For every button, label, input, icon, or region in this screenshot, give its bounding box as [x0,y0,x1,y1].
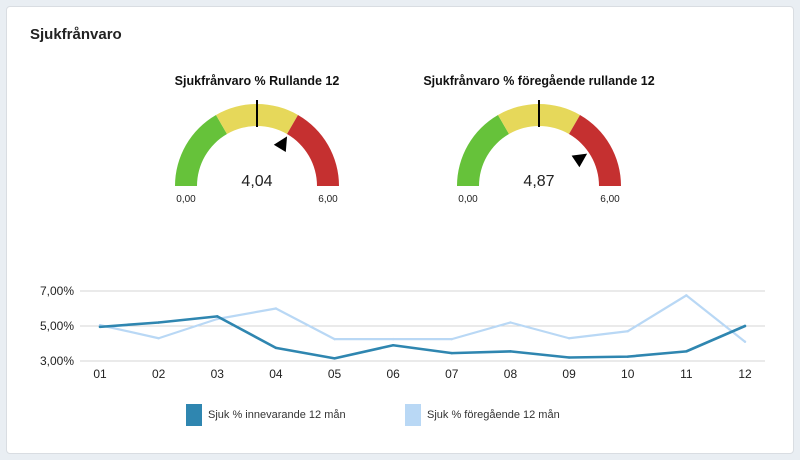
data-point-current[interactable] [509,350,512,353]
data-point-previous[interactable] [626,330,629,333]
gauge-graphic: 4,04 0,00 6,00 [175,100,339,205]
gauge-max-label: 6,00 [318,194,338,205]
data-point-current[interactable] [157,321,160,324]
gauge-band-1 [457,114,509,186]
gauge-min-label: 0,00 [176,194,196,205]
x-tick-label: 06 [387,367,401,381]
data-point-current[interactable] [274,346,278,350]
data-point-current[interactable] [743,324,747,328]
y-tick-label: 7,00% [40,284,74,298]
y-tick-label: 5,00% [40,319,74,333]
data-point-previous[interactable] [685,294,688,297]
sick-leave-panel [6,6,794,454]
x-tick-label: 12 [738,367,752,381]
x-tick-label: 03 [211,367,225,381]
gauge-value-pointer [273,136,288,152]
data-point-previous[interactable] [743,340,747,343]
legend-label: Sjuk % föregående 12 mån [427,409,560,421]
panel-title: Sjukfrånvaro [30,26,122,43]
legend-item[interactable]: Sjuk % föregående 12 mån [405,404,560,426]
gauge-graphic: 4,87 0,00 6,00 [457,100,621,205]
gauge-previous-rolling-12: 4,87 0,00 6,00 Sjukfrånvaro % föregående r… [409,66,669,216]
x-tick-label: 02 [152,367,166,381]
gauge-band-3 [287,114,339,186]
gauge-value-pointer [571,153,588,168]
legend-item[interactable]: Sjuk % innevarande 12 mån [186,404,346,426]
x-tick-label: 10 [621,367,635,381]
series-line-previous [98,294,747,343]
series-line-current [98,315,747,360]
x-tick-label: 11 [680,367,693,381]
data-point-current[interactable] [216,315,219,318]
data-point-previous[interactable] [391,337,395,341]
data-point-previous[interactable] [216,317,219,321]
legend-label: Sjuk % innevarande 12 mån [208,409,346,421]
x-tick-label: 08 [504,367,518,381]
gauge-value-label: 4,87 [523,173,554,190]
gauge-value-label: 4,04 [241,173,272,190]
data-point-current[interactable] [333,357,336,360]
y-tick-label: 3,00% [40,354,74,368]
chart-legend: Sjuk % innevarande 12 mån Sjuk % föregåen… [0,400,800,430]
x-tick-label: 01 [93,367,107,381]
monthly-sick-leave-line-chart: 3,00% 5,00% 7,00% 01 02 03 04 05 06 07 08 09 10 11 12 [40,284,765,381]
x-tick-label: 04 [269,367,283,381]
data-point-previous[interactable] [274,307,278,310]
gauge-band-3 [569,114,621,186]
data-point-current[interactable] [98,325,102,329]
data-point-current[interactable] [567,356,571,359]
gauge-band-1 [175,114,227,186]
data-point-current[interactable] [626,355,629,358]
gauge-max-label: 6,00 [600,194,620,205]
legend-swatch [405,404,421,426]
data-point-previous[interactable] [450,337,454,341]
x-tick-label: 07 [445,367,459,381]
x-tick-label: 05 [328,367,342,381]
gauge-rolling-12: 4,04 0,00 6,00 Sjukfrånvaro % Rullande 12 [127,66,387,216]
data-point-previous[interactable] [157,337,160,340]
gauge-min-label: 0,00 [458,194,478,205]
data-point-current[interactable] [391,344,395,347]
data-point-previous[interactable] [509,321,512,324]
data-point-current[interactable] [685,350,688,353]
legend-swatch [186,404,202,426]
data-point-previous[interactable] [333,337,336,341]
gauge-title: Sjukfrånvaro % Rullande 12 [174,74,340,88]
data-point-previous[interactable] [567,337,571,340]
gauge-title: Sjukfrånvaro % föregående rullande 12 [423,74,655,88]
x-tick-label: 09 [562,367,576,381]
data-point-current[interactable] [450,351,454,355]
